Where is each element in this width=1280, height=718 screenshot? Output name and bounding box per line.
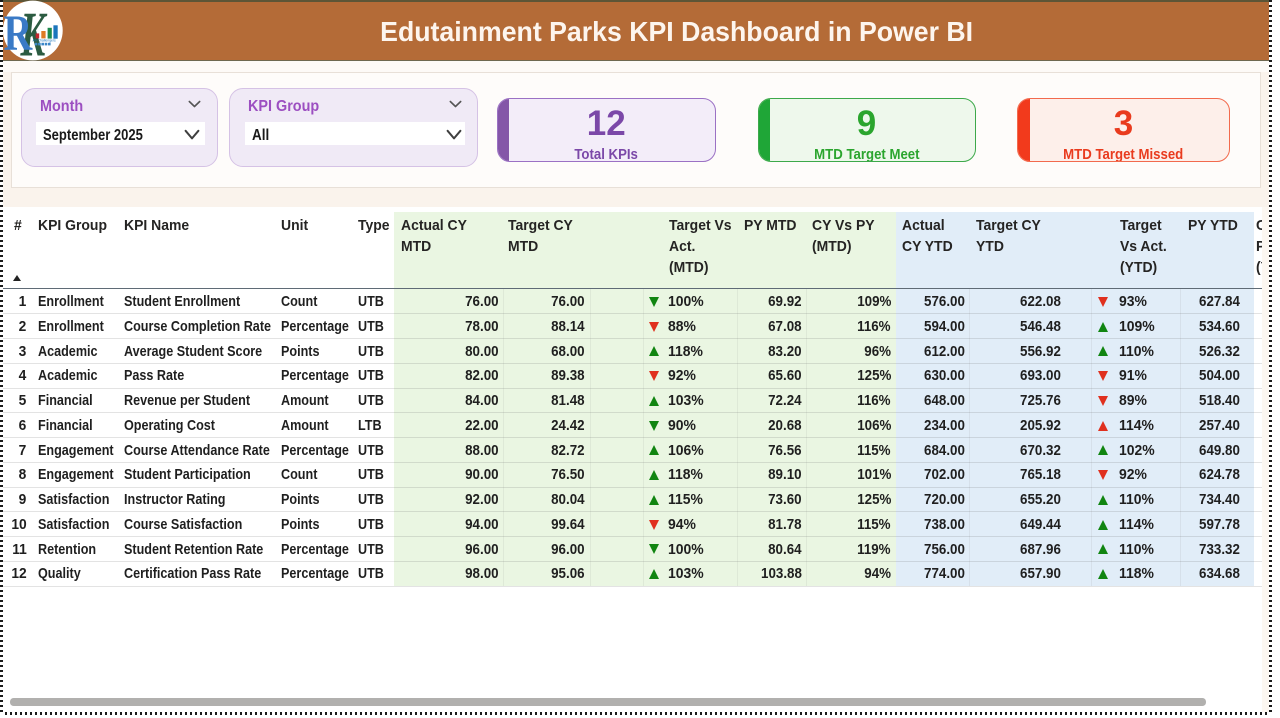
svg-text:R: R xyxy=(4,4,34,61)
svg-text:An Challengers: An Challengers xyxy=(33,39,56,43)
